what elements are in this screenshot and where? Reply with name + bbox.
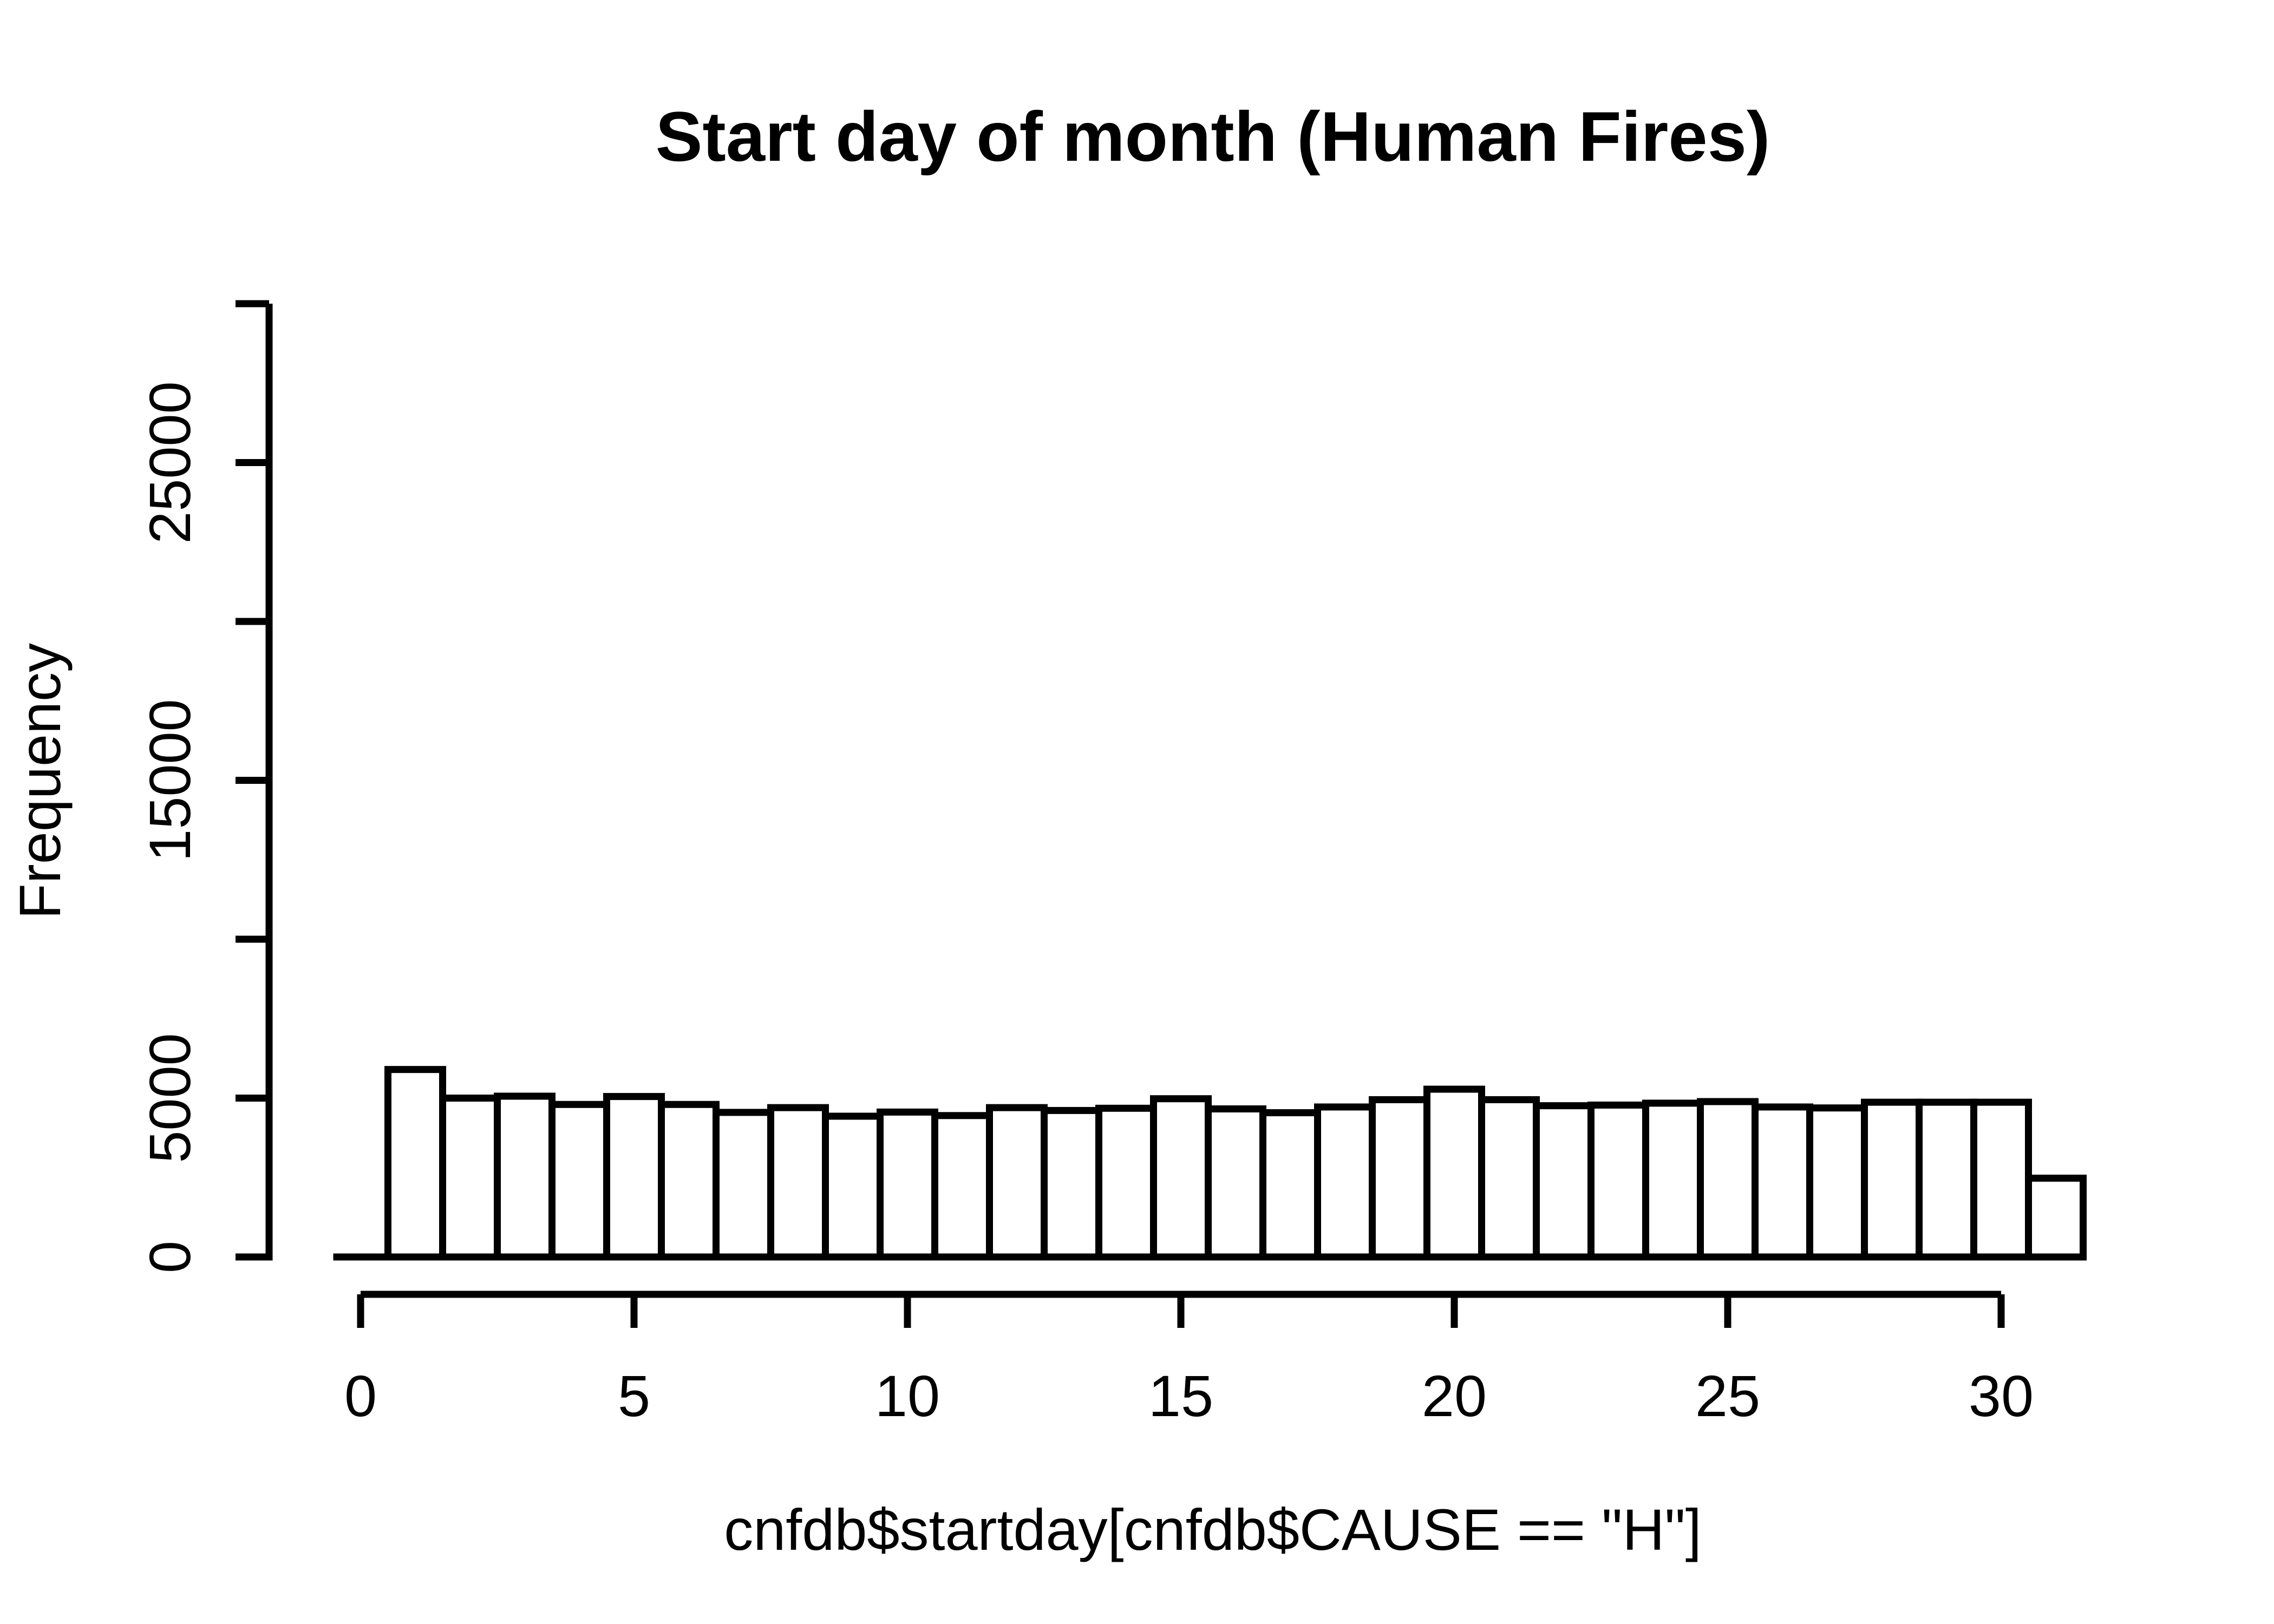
histogram-bar-day-17 <box>1259 1109 1321 1261</box>
histogram-bar-day-9 <box>822 1112 884 1261</box>
bars-layer <box>384 1066 2087 1261</box>
histogram-bar-day-31 <box>2025 1174 2087 1261</box>
x-tick-label-15: 15 <box>1148 1363 1213 1429</box>
histogram-bar-day-22 <box>1533 1102 1595 1261</box>
x-tick-label-25: 25 <box>1695 1363 1760 1429</box>
x-tick-label-20: 20 <box>1422 1363 1487 1429</box>
histogram-bar-day-18 <box>1314 1103 1376 1261</box>
y-axis-label: Frequency <box>7 643 73 919</box>
histogram-bar-day-6 <box>658 1101 720 1261</box>
histogram-bar-day-2 <box>439 1095 501 1261</box>
histogram-bar-day-20 <box>1423 1085 1485 1261</box>
x-tick-label-0: 0 <box>344 1363 377 1429</box>
axes-layer <box>236 300 2083 1328</box>
y-tick-label-25000: 25000 <box>137 381 202 543</box>
histogram-bar-day-27 <box>1806 1104 1868 1261</box>
histogram-bar-day-13 <box>1041 1106 1102 1261</box>
histogram-bar-day-16 <box>1205 1105 1266 1261</box>
x-tick-label-5: 5 <box>618 1363 650 1429</box>
y-tick-label-0: 0 <box>137 1241 202 1273</box>
x-axis-label: cnfdb$startday[cnfdb$CAUSE == "H"] <box>724 1497 1702 1562</box>
histogram-bar-day-24 <box>1642 1099 1704 1261</box>
histogram-bar-day-29 <box>1916 1098 1977 1261</box>
x-tick-label-10: 10 <box>875 1363 940 1429</box>
y-tick-label-15000: 15000 <box>137 699 202 861</box>
histogram-bar-day-4 <box>548 1101 610 1261</box>
histogram-bar-day-12 <box>986 1104 1048 1261</box>
x-tick-label-30: 30 <box>1969 1363 2034 1429</box>
histogram-bar-day-7 <box>713 1109 774 1261</box>
histogram-bar-day-3 <box>494 1092 556 1261</box>
histogram-bar-day-11 <box>931 1112 993 1261</box>
histogram-bar-day-5 <box>603 1093 665 1261</box>
histogram-bar-day-25 <box>1697 1098 1759 1261</box>
histogram-bar-day-14 <box>1095 1104 1157 1261</box>
histogram-bar-day-8 <box>767 1104 829 1261</box>
chart-title: Start day of month (Human Fires) <box>656 97 1770 176</box>
y-tick-label-5000: 5000 <box>137 1033 202 1163</box>
histogram-bar-day-26 <box>1752 1103 1813 1261</box>
histogram-bar-day-10 <box>877 1108 938 1261</box>
histogram-bar-day-15 <box>1150 1095 1212 1261</box>
histogram-bar-day-1 <box>384 1066 446 1261</box>
histogram-bar-day-30 <box>1970 1098 2032 1261</box>
tick-labels-layer: 0 5000 15000 25000 0 5 10 15 20 25 30 <box>137 381 2034 1429</box>
histogram-bar-day-21 <box>1478 1096 1540 1261</box>
histogram-bar-day-23 <box>1587 1101 1649 1261</box>
histogram-bar-day-19 <box>1369 1096 1430 1261</box>
histogram-bar-day-28 <box>1861 1098 1923 1261</box>
